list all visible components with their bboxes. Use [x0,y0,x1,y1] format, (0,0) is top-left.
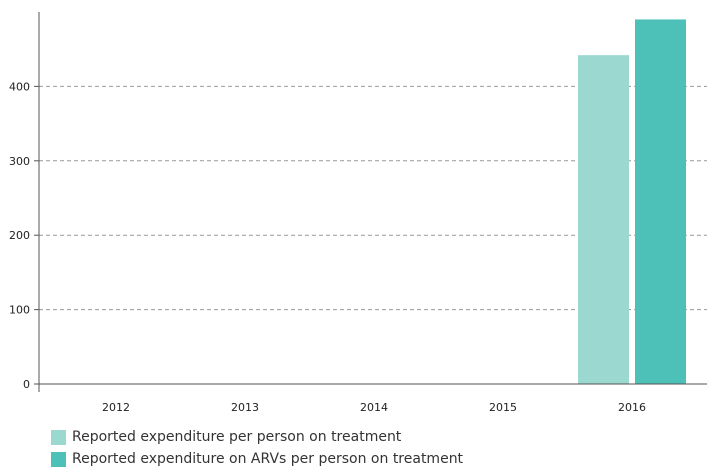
x-tick-label-2014: 2014 [360,401,388,414]
bar-1-2016 [635,19,686,384]
y-tick-label-100: 100 [9,304,30,317]
x-tick-label-2015: 2015 [489,401,517,414]
legend-item-1[interactable]: Reported expenditure on ARVs per person … [51,448,463,470]
x-tick-label-2013: 2013 [231,401,259,414]
legend-item-0[interactable]: Reported expenditure per person on treat… [51,426,463,448]
bar-0-2016 [578,55,629,384]
y-tick-label-300: 300 [9,155,30,168]
x-tick-label-2016: 2016 [618,401,646,414]
y-tick-label-0: 0 [23,378,30,391]
bar-chart: 0 100 200 300 400 2012 2013 2014 2015 2016 [9,12,707,414]
legend-swatch-0 [51,429,66,445]
legend-swatch-1 [51,451,66,467]
y-tick-label-200: 200 [9,229,30,242]
legend-label-1: Reported expenditure on ARVs per person … [72,451,464,467]
y-tick-label-400: 400 [9,80,30,93]
legend: Reported expenditure per person on treat… [51,426,463,470]
x-tick-label-2012: 2012 [102,401,130,414]
legend-label-0: Reported expenditure per person on treat… [72,429,402,445]
